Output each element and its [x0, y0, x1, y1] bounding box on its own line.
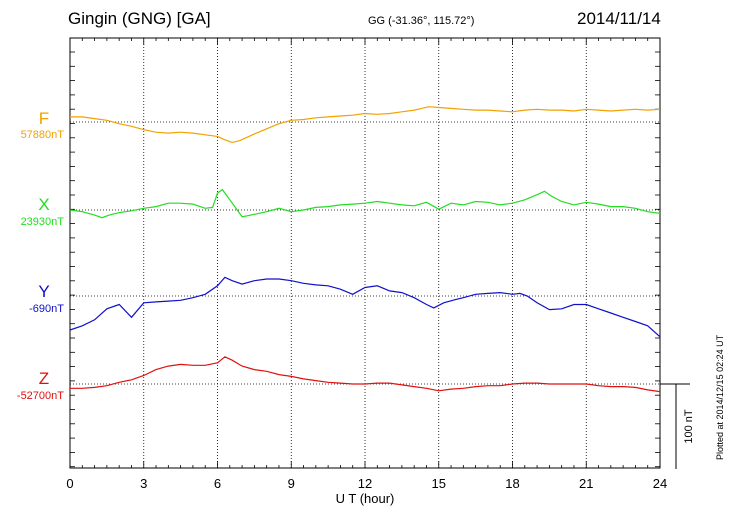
date-label: 2014/11/14 — [577, 9, 661, 28]
plot-frame — [69, 37, 661, 469]
series-baseline-F: 57880nT — [21, 129, 65, 141]
x-tick-label: 9 — [288, 476, 295, 491]
station-coordinates: GG (-31.36°, 115.72°) — [368, 15, 475, 27]
x-tick-label: 18 — [505, 476, 519, 491]
series-line-F — [70, 106, 661, 144]
series-line-Y — [69, 276, 661, 338]
series-line-X — [69, 188, 661, 219]
x-tick-label: 21 — [579, 476, 593, 491]
x-axis-label: U T (hour) — [336, 491, 395, 506]
series-name-Y: Y — [38, 282, 49, 301]
series-name-X: X — [38, 195, 49, 214]
station-title: Gingin (GNG) [GA] — [68, 9, 211, 28]
series-name-Z: Z — [39, 369, 49, 388]
x-tick-label: 12 — [358, 476, 372, 491]
series-baseline-X: 23930nT — [21, 216, 65, 228]
x-tick-label: 3 — [140, 476, 147, 491]
series-baseline-Y: -690nT — [29, 303, 64, 315]
x-tick-label: 15 — [432, 476, 446, 491]
series-line-Z — [70, 356, 661, 393]
x-tick-label: 6 — [214, 476, 221, 491]
series-name-F: F — [39, 109, 49, 128]
x-tick-label: 24 — [653, 476, 667, 491]
scale-bar-label: 100 nT — [683, 409, 695, 444]
x-tick-label: 0 — [66, 476, 73, 491]
series-baseline-Z: -52700nT — [17, 390, 64, 402]
